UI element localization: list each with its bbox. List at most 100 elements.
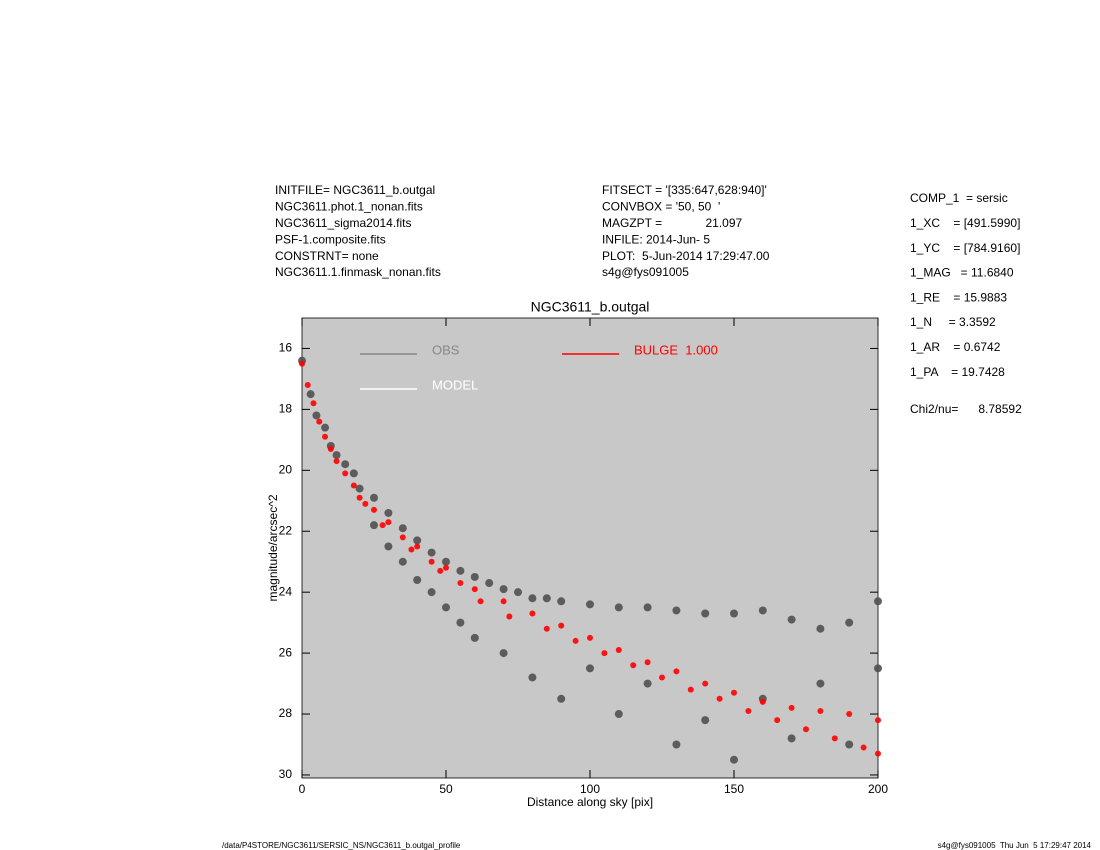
point bbox=[787, 734, 796, 743]
point bbox=[306, 390, 315, 399]
y-tick-label: 20 bbox=[279, 462, 293, 476]
point bbox=[542, 594, 551, 603]
point bbox=[586, 664, 594, 673]
point bbox=[557, 694, 566, 703]
point bbox=[350, 482, 357, 489]
param-line: 1_RE = 15.9883 bbox=[910, 290, 1007, 304]
point bbox=[816, 624, 825, 633]
point bbox=[816, 679, 825, 688]
header-line: PSF-1.composite.fits bbox=[275, 232, 386, 246]
point bbox=[332, 451, 341, 460]
header-line: NGC3611.phot.1_nonan.fits bbox=[275, 200, 423, 214]
point bbox=[630, 662, 637, 669]
header-line: PLOT: 5-Jun-2014 17:29:47.00 bbox=[602, 249, 770, 263]
point bbox=[442, 603, 450, 612]
legend-label: BULGE 1.000 bbox=[634, 342, 718, 357]
point bbox=[399, 534, 406, 541]
point bbox=[437, 567, 444, 574]
point bbox=[528, 594, 537, 603]
point bbox=[557, 597, 566, 606]
point bbox=[615, 647, 622, 654]
point bbox=[788, 704, 795, 711]
point bbox=[701, 609, 710, 618]
point bbox=[414, 543, 421, 550]
point bbox=[875, 717, 881, 724]
legend-label: OBS bbox=[432, 342, 460, 357]
point bbox=[362, 500, 369, 507]
y-tick-label: 16 bbox=[279, 341, 293, 355]
y-tick-label: 24 bbox=[279, 584, 293, 598]
point bbox=[310, 400, 317, 407]
point bbox=[408, 546, 415, 553]
point bbox=[457, 580, 464, 587]
point bbox=[614, 710, 623, 719]
point bbox=[659, 674, 665, 681]
point bbox=[333, 458, 340, 465]
point bbox=[327, 445, 334, 452]
point bbox=[370, 521, 378, 530]
legend-label: MODEL bbox=[432, 377, 478, 392]
y-tick-label: 28 bbox=[279, 706, 293, 720]
point bbox=[529, 610, 536, 617]
param-line: 1_PA = 19.7428 bbox=[910, 365, 1005, 379]
x-axis-label: Distance along sky [pix] bbox=[527, 795, 653, 809]
point bbox=[413, 536, 422, 545]
point bbox=[499, 649, 508, 658]
point bbox=[500, 598, 507, 605]
point bbox=[643, 679, 652, 688]
point bbox=[349, 469, 358, 478]
header-line: INITFILE= NGC3611_b.outgal bbox=[275, 183, 435, 197]
point bbox=[687, 686, 694, 693]
point bbox=[672, 606, 681, 615]
point bbox=[787, 615, 796, 624]
point bbox=[672, 740, 681, 749]
footer-left: /data/P4STORE/NGC3611/SERSIC_NS/NGC3611_… bbox=[222, 841, 461, 850]
param-line: 1_N = 3.3592 bbox=[910, 315, 996, 329]
point bbox=[427, 588, 436, 597]
point bbox=[558, 622, 565, 629]
y-tick-label: 30 bbox=[279, 767, 293, 781]
x-tick-label: 100 bbox=[580, 782, 600, 796]
point bbox=[384, 542, 393, 551]
point bbox=[477, 598, 484, 605]
point bbox=[371, 506, 377, 513]
point bbox=[586, 600, 594, 609]
point bbox=[803, 726, 809, 733]
chi2: Chi2/nu= 8.78592 bbox=[910, 402, 1022, 416]
point bbox=[341, 460, 350, 469]
point bbox=[442, 557, 450, 566]
point bbox=[312, 411, 321, 420]
param-line: 1_MAG = 11.6840 bbox=[910, 266, 1014, 280]
header-line: MAGZPT = 21.097 bbox=[602, 216, 742, 230]
x-tick-label: 200 bbox=[868, 782, 888, 796]
point bbox=[774, 717, 781, 724]
header-line: CONVBOX = '50, 50 ' bbox=[602, 200, 720, 214]
point bbox=[528, 673, 537, 682]
plot-area bbox=[301, 317, 879, 779]
param-line: 1_XC = [491.5990] bbox=[910, 216, 1020, 230]
point bbox=[572, 637, 579, 644]
point bbox=[379, 522, 386, 529]
point bbox=[875, 750, 881, 757]
header-line: CONSTRNT= none bbox=[275, 249, 379, 263]
point bbox=[845, 740, 854, 749]
point bbox=[860, 744, 867, 751]
point bbox=[470, 572, 479, 581]
point bbox=[874, 597, 882, 606]
header-line: INFILE: 2014-Jun- 5 bbox=[602, 232, 710, 246]
point bbox=[355, 484, 364, 493]
point bbox=[470, 633, 479, 642]
param-line: 1_YC = [784.9160] bbox=[910, 241, 1020, 255]
point bbox=[673, 668, 680, 675]
point bbox=[716, 695, 723, 702]
point bbox=[730, 755, 738, 764]
point bbox=[514, 588, 522, 597]
point bbox=[831, 735, 838, 742]
point bbox=[845, 618, 854, 627]
point bbox=[758, 606, 767, 615]
point bbox=[745, 707, 752, 714]
point bbox=[443, 564, 449, 571]
header-line: s4g@fys091005 bbox=[602, 265, 689, 279]
footer-right: s4g@fys091005 Thu Jun 5 17:29:47 2014 bbox=[938, 841, 1092, 850]
point bbox=[817, 707, 824, 714]
